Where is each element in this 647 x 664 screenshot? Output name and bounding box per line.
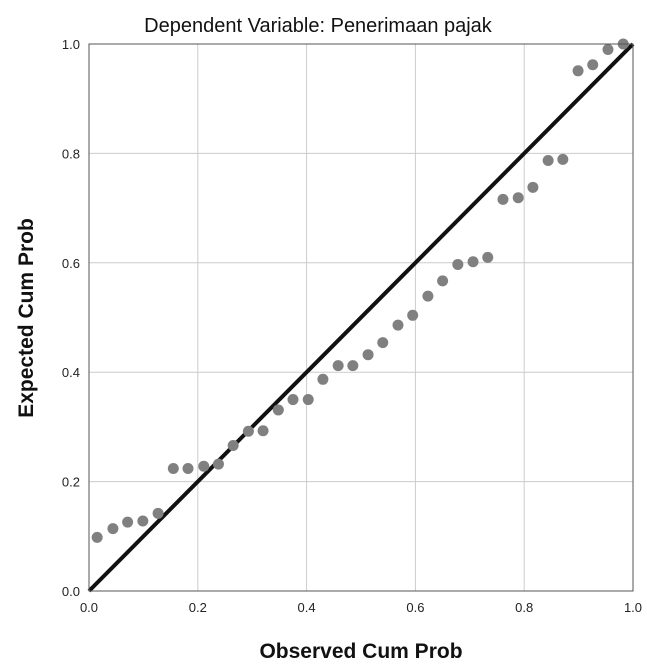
data-point <box>317 373 329 385</box>
data-point <box>437 275 449 287</box>
data-point <box>272 404 284 416</box>
data-point <box>587 59 599 71</box>
data-point <box>497 193 509 205</box>
data-point <box>362 349 374 361</box>
x-tick-label: 0.0 <box>80 600 98 615</box>
data-point <box>452 258 464 270</box>
x-tick-label: 0.4 <box>298 600 316 615</box>
data-point <box>467 256 479 268</box>
x-tick-label: 0.6 <box>406 600 424 615</box>
data-point <box>332 360 344 372</box>
data-point <box>407 309 419 321</box>
data-point <box>482 251 494 263</box>
data-point <box>212 458 224 470</box>
data-point <box>137 515 149 527</box>
x-axis-label: Observed Cum Prob <box>259 640 462 663</box>
data-point <box>512 192 524 204</box>
data-point <box>422 290 434 302</box>
data-point <box>347 360 359 372</box>
y-tick-label: 0.0 <box>62 584 80 599</box>
data-point <box>572 65 584 77</box>
x-tick-label: 0.8 <box>515 600 533 615</box>
data-point <box>122 516 134 528</box>
data-point <box>392 319 404 331</box>
y-tick-label: 1.0 <box>62 37 80 52</box>
data-point <box>198 460 210 472</box>
plot-frame <box>88 43 634 592</box>
data-point <box>242 425 254 437</box>
y-tick-label: 0.6 <box>62 256 80 271</box>
x-tick-label: 1.0 <box>624 600 642 615</box>
data-point <box>227 439 239 451</box>
y-tick-label: 0.2 <box>62 475 80 490</box>
data-point <box>287 394 299 406</box>
data-point <box>107 523 119 535</box>
data-point <box>542 155 554 167</box>
data-point <box>557 153 569 165</box>
y-tick-label: 0.4 <box>62 365 80 380</box>
chart-title: Dependent Variable: Penerimaan pajak <box>144 15 493 37</box>
data-point <box>257 425 269 437</box>
y-axis-ticks: 0.0 0.2 0.4 0.6 0.8 1.0 <box>62 37 80 599</box>
y-axis-label: Expected Cum Prob <box>15 218 38 418</box>
data-point <box>91 531 103 543</box>
reference-line-group <box>87 42 635 593</box>
y-tick-label: 0.8 <box>62 146 80 161</box>
x-tick-label: 0.2 <box>189 600 207 615</box>
data-point <box>377 337 389 349</box>
reference-line <box>87 42 635 593</box>
data-point <box>167 462 179 474</box>
data-point <box>182 462 194 474</box>
x-axis-ticks: 0.0 0.2 0.4 0.6 0.8 1.0 <box>80 600 642 615</box>
data-point <box>602 43 614 55</box>
data-point <box>527 181 539 193</box>
data-point <box>302 394 314 406</box>
data-point <box>152 507 164 519</box>
data-points <box>91 38 629 543</box>
